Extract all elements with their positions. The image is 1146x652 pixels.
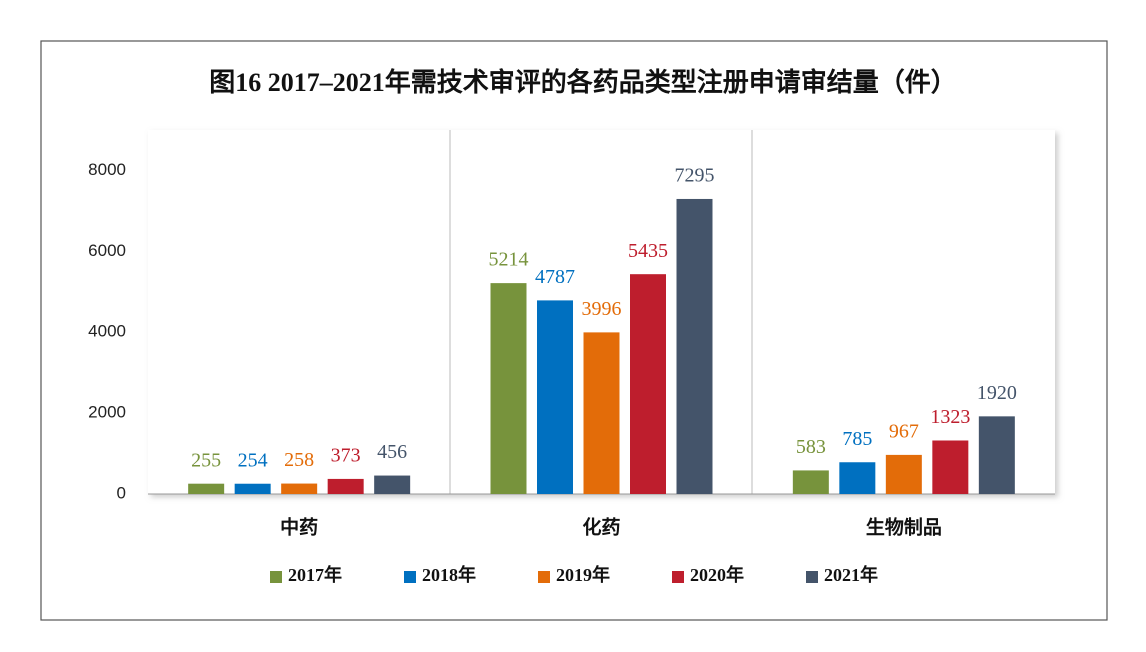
bar — [885, 454, 922, 494]
x-tick-label: 生物制品 — [866, 516, 942, 539]
value-label: 785 — [842, 428, 872, 450]
value-label: 373 — [331, 445, 361, 467]
bar — [537, 300, 573, 494]
x-tick-label: 化药 — [582, 516, 620, 539]
value-label: 456 — [377, 441, 407, 463]
bar — [583, 332, 620, 494]
y-tick-label: 6000 — [88, 241, 126, 260]
bar — [676, 198, 713, 495]
value-label: 254 — [238, 449, 268, 471]
x-tick-label: 中药 — [280, 516, 318, 539]
value-label: 967 — [889, 420, 919, 442]
bar — [374, 475, 411, 494]
bar — [978, 416, 1015, 494]
bar — [839, 462, 876, 494]
y-tick-label: 0 — [117, 483, 126, 502]
legend-label: 2017年 — [288, 564, 342, 585]
legend-label: 2019年 — [556, 564, 610, 585]
bar — [327, 478, 364, 494]
value-label: 255 — [191, 449, 221, 471]
value-label: 3996 — [582, 298, 622, 320]
chart-title: 图16 2017–2021年需技术审评的各药品类型注册申请审结量（件） — [209, 67, 957, 97]
bar — [188, 483, 225, 494]
value-label: 258 — [284, 449, 314, 471]
value-label: 1323 — [930, 406, 970, 428]
legend-marker — [270, 571, 282, 583]
legend-marker — [672, 571, 684, 583]
bar — [932, 440, 969, 494]
value-label: 5214 — [489, 249, 529, 271]
bar — [281, 483, 318, 494]
value-label: 1920 — [977, 382, 1017, 404]
legend-marker — [806, 571, 818, 583]
legend-label: 2021年 — [824, 564, 878, 585]
value-label: 583 — [796, 436, 826, 458]
value-label: 4787 — [535, 266, 575, 288]
value-label: 7295 — [675, 165, 715, 187]
legend-marker — [404, 571, 416, 583]
legend-marker — [538, 571, 550, 583]
bar — [490, 283, 527, 494]
bar — [234, 483, 271, 494]
y-tick-label: 8000 — [88, 160, 126, 179]
bar — [630, 274, 666, 494]
y-tick-label: 4000 — [88, 322, 126, 341]
bar — [792, 470, 829, 494]
legend-label: 2018年 — [422, 564, 476, 585]
value-label: 5435 — [628, 240, 668, 262]
y-tick-label: 2000 — [88, 403, 126, 422]
legend-label: 2020年 — [690, 564, 744, 585]
